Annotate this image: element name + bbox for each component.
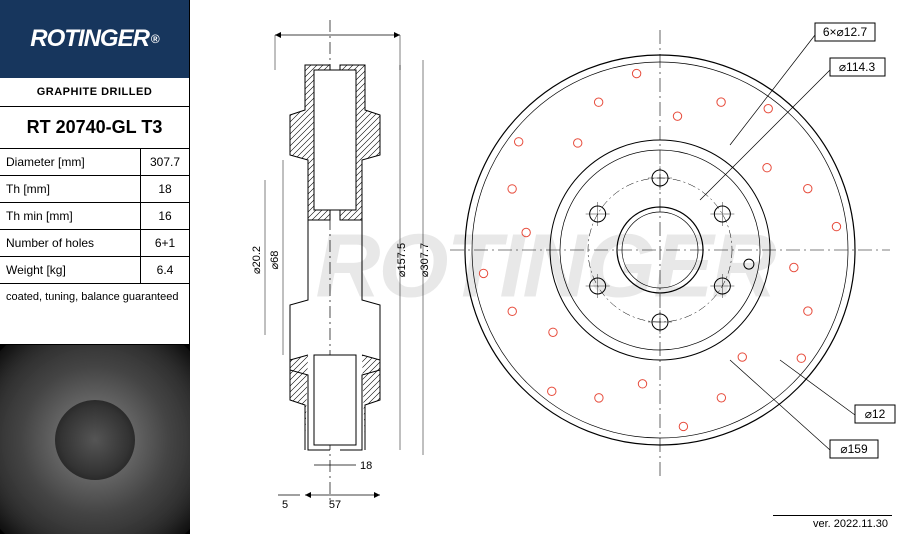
- drill-hole: [790, 263, 798, 271]
- dim-thickness: 18: [360, 460, 372, 472]
- callout-drill-dia: ⌀12: [865, 407, 886, 421]
- brand-text: ROTINGER: [30, 25, 149, 53]
- spec-panel: ROTINGER® GRAPHITE DRILLED RT 20740-GL T…: [0, 0, 190, 534]
- callout-drill-pcd: ⌀159: [840, 442, 868, 456]
- drill-hole: [717, 394, 725, 402]
- drill-hole: [638, 380, 646, 388]
- brand-logo: ROTINGER®: [0, 0, 189, 78]
- registered-mark: ®: [151, 32, 159, 46]
- drill-hole: [832, 222, 840, 230]
- dim-hub: ⌀68: [269, 251, 281, 270]
- drill-hole: [508, 307, 516, 315]
- spec-row: Number of holes6+1: [0, 230, 189, 257]
- dim-offset: 57: [329, 499, 341, 511]
- spec-value: 18: [141, 176, 189, 202]
- part-number: RT 20740-GL T3: [0, 107, 189, 149]
- drill-hole: [632, 69, 640, 77]
- spec-label: Weight [kg]: [0, 257, 141, 283]
- drill-hole: [595, 394, 603, 402]
- dim-flange: 5: [282, 499, 288, 511]
- spec-label: Th min [mm]: [0, 203, 141, 229]
- spec-label: Number of holes: [0, 230, 141, 256]
- spec-row: Weight [kg]6.4: [0, 257, 189, 284]
- drill-hole: [804, 307, 812, 315]
- dim-pilot: ⌀20.2: [251, 246, 263, 274]
- spec-label: Diameter [mm]: [0, 149, 141, 175]
- drill-hole: [717, 98, 725, 106]
- technical-drawing: ROTINGER: [190, 0, 900, 534]
- spec-row: Diameter [mm]307.7: [0, 149, 189, 176]
- drill-hole: [797, 354, 805, 362]
- drill-hole: [738, 353, 746, 361]
- product-photo: [0, 344, 190, 534]
- spec-value: 6.4: [141, 257, 189, 283]
- drill-hole: [673, 112, 681, 120]
- drill-hole: [764, 104, 772, 112]
- dim-outer: ⌀307.7: [419, 243, 431, 277]
- drill-hole: [763, 164, 771, 172]
- product-notes: coated, tuning, balance guaranteed: [0, 284, 189, 310]
- drill-hole: [549, 328, 557, 336]
- spec-value: 6+1: [141, 230, 189, 256]
- front-view: [450, 30, 890, 480]
- drill-hole: [679, 422, 687, 430]
- callouts: 6×⌀12.7 ⌀114.3 ⌀12 ⌀159: [700, 23, 895, 458]
- callout-pcd: ⌀114.3: [839, 60, 876, 74]
- drill-hole: [548, 387, 556, 395]
- spec-value: 307.7: [141, 149, 189, 175]
- locator-hole: [744, 259, 754, 269]
- drill-hole: [514, 138, 522, 146]
- drill-hole: [804, 184, 812, 192]
- side-view: ⌀20.2 ⌀68 ⌀157.5 ⌀307.7 18 57 5: [251, 20, 431, 511]
- drill-hole: [574, 139, 582, 147]
- drill-hole: [522, 228, 530, 236]
- drill-hole: [594, 98, 602, 106]
- spec-value: 16: [141, 203, 189, 229]
- drill-hole: [508, 185, 516, 193]
- spec-row: Th [mm]18: [0, 176, 189, 203]
- drill-hole: [479, 269, 487, 277]
- spec-row: Th min [mm]16: [0, 203, 189, 230]
- callout-bolt-pattern: 6×⌀12.7: [823, 25, 868, 39]
- product-subtitle: GRAPHITE DRILLED: [0, 78, 189, 107]
- dim-inner1: ⌀157.5: [396, 243, 408, 277]
- spec-label: Th [mm]: [0, 176, 141, 202]
- drawing-svg: ⌀20.2 ⌀68 ⌀157.5 ⌀307.7 18 57 5: [190, 0, 900, 534]
